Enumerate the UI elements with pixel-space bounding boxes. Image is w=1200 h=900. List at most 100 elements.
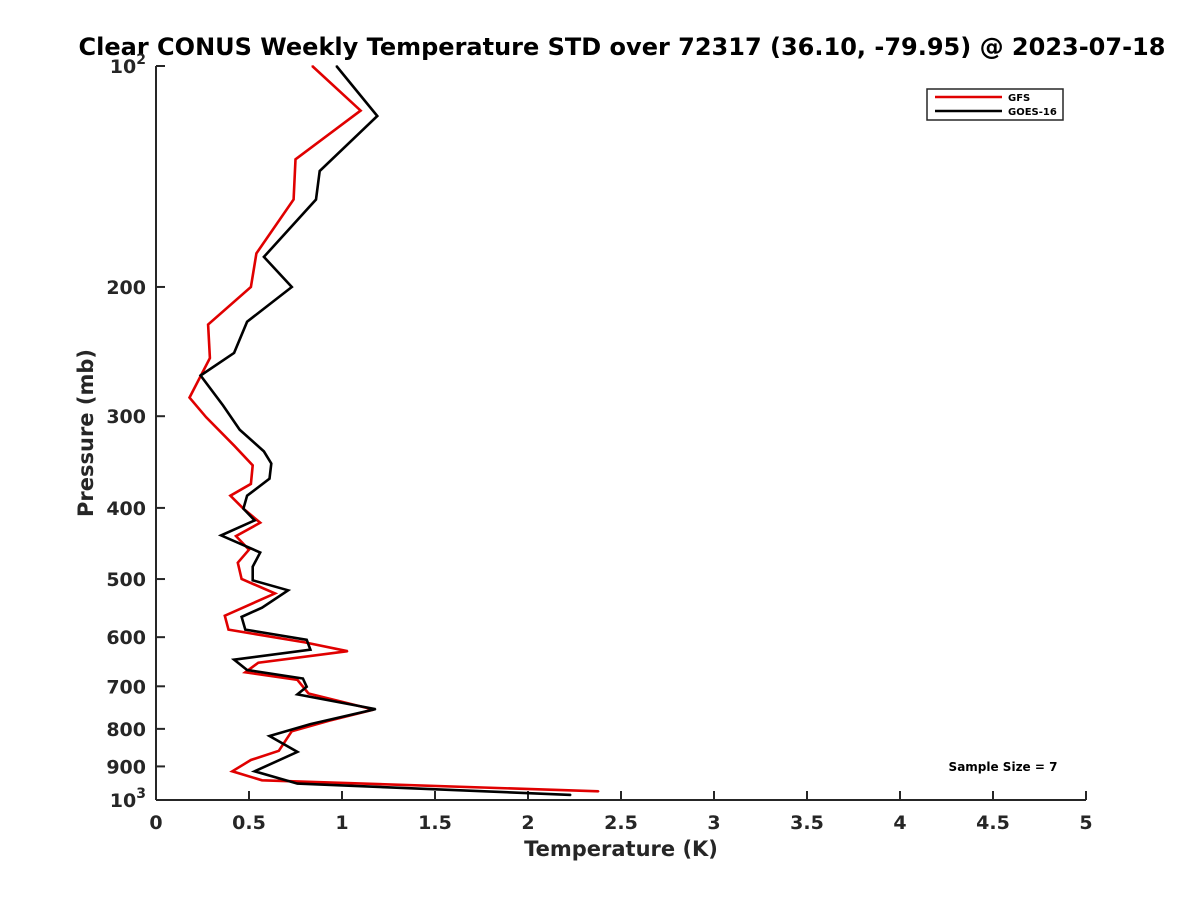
- data-point-goes-16: [268, 477, 271, 480]
- data-point-goes-16: [302, 677, 304, 680]
- data-point-goes-16: [296, 751, 299, 753]
- x-tick-label: 2.5: [604, 812, 638, 834]
- data-point-goes-16: [291, 286, 293, 288]
- data-point-goes-16: [287, 589, 289, 592]
- y-tick-label: 400: [106, 498, 146, 520]
- y-tick-label: 200: [106, 277, 146, 299]
- data-point-goes-16: [570, 794, 572, 796]
- x-tick-label: 3.5: [790, 812, 824, 834]
- data-point-goes-16: [238, 428, 241, 431]
- chart-title: Clear CONUS Weekly Temperature STD over …: [79, 33, 1166, 61]
- y-tick-label: 103: [110, 786, 146, 812]
- x-tick-label: 2: [521, 812, 534, 834]
- x-tick-label: 4.5: [976, 812, 1010, 834]
- data-point-goes-16: [315, 198, 317, 201]
- data-point-goes-16: [233, 352, 235, 354]
- y-tick-label: 800: [106, 719, 146, 741]
- data-point-goes-16: [296, 782, 299, 785]
- data-point-goes-16: [309, 648, 312, 651]
- data-point-goes-16: [296, 693, 299, 696]
- data-point-gfs: [250, 286, 252, 288]
- data-point-gfs: [188, 396, 191, 399]
- data-point-goes-16: [305, 639, 308, 641]
- y-tick-label: 500: [106, 569, 146, 591]
- data-point-gfs: [237, 561, 239, 564]
- x-tick-label: 0: [149, 812, 162, 834]
- sample-size-annotation: Sample Size = 7: [949, 760, 1058, 774]
- data-point-goes-16: [222, 404, 224, 407]
- data-point-gfs: [207, 323, 209, 326]
- series-layer: [187, 65, 600, 797]
- y-tick-label: 600: [106, 627, 146, 649]
- data-point-gfs: [307, 692, 310, 695]
- legend-label-gfs: GFS: [1008, 93, 1030, 104]
- data-point-gfs: [244, 671, 247, 674]
- data-point-gfs: [227, 628, 230, 631]
- data-point-gfs: [259, 521, 262, 524]
- y-tick-label: 300: [106, 406, 146, 428]
- data-point-goes-16: [309, 723, 312, 725]
- data-point-goes-16: [251, 579, 254, 582]
- x-axis-ticks: 0 0.5 1 1.5 2 2.5 3 3.5 4 4.5 5: [149, 791, 1093, 834]
- data-point-goes-16: [318, 170, 321, 172]
- legend: GFS GOES-16: [926, 88, 1064, 121]
- data-point-goes-16: [246, 320, 248, 323]
- data-point-gfs: [278, 750, 280, 752]
- series-line-gfs: [187, 65, 599, 793]
- data-point-gfs: [250, 759, 252, 761]
- x-tick-label: 1.5: [418, 812, 452, 834]
- legend-box: [926, 88, 1064, 121]
- y-axis-label: Pressure (mb): [74, 349, 98, 517]
- x-tick-label: 0.5: [232, 812, 266, 834]
- y-axis-ticks: 102 200 300 400 500 600 700 800 900 103: [106, 52, 165, 812]
- data-point-gfs: [304, 641, 306, 644]
- legend-label-goes: GOES-16: [1008, 107, 1057, 118]
- data-point-goes-16: [242, 507, 245, 510]
- data-point-gfs: [251, 464, 254, 467]
- y-tick-label: 102: [110, 52, 146, 78]
- data-point-goes-16: [199, 374, 202, 377]
- y-tick-label: 700: [106, 676, 146, 698]
- x-axis-label: Temperature (K): [524, 837, 718, 861]
- x-tick-label: 3: [707, 812, 720, 834]
- data-point-gfs: [597, 790, 600, 793]
- data-point-gfs: [209, 357, 211, 359]
- data-point-goes-16: [251, 565, 254, 568]
- data-point-gfs: [261, 779, 263, 782]
- data-point-gfs: [233, 444, 235, 447]
- data-point-gfs: [296, 679, 299, 681]
- data-point-gfs: [205, 416, 207, 419]
- data-point-gfs: [229, 494, 232, 497]
- data-point-goes-16: [376, 115, 379, 117]
- data-point-goes-16: [263, 450, 265, 453]
- data-point-gfs: [311, 65, 314, 67]
- data-point-goes-16: [305, 686, 308, 688]
- data-point-goes-16: [240, 616, 243, 618]
- data-point-goes-16: [374, 708, 377, 710]
- data-point-goes-16: [261, 606, 263, 609]
- y-tick-label: 900: [106, 756, 146, 778]
- data-point-gfs: [346, 650, 349, 652]
- series-line-goes-16: [198, 65, 571, 797]
- data-point-goes-16: [259, 551, 262, 554]
- data-point-goes-16: [253, 519, 256, 522]
- data-point-goes-16: [246, 494, 248, 497]
- data-point-goes-16: [263, 256, 265, 258]
- data-point-gfs: [235, 535, 237, 537]
- data-point-gfs: [292, 198, 295, 201]
- data-point-goes-16: [270, 462, 273, 465]
- data-point-goes-16: [335, 65, 338, 67]
- data-point-gfs: [250, 483, 252, 485]
- data-point-gfs: [248, 548, 250, 551]
- data-point-goes-16: [233, 658, 235, 661]
- data-point-gfs: [274, 592, 276, 595]
- data-point-gfs: [257, 661, 260, 664]
- data-point-gfs: [224, 614, 226, 617]
- data-point-gfs: [240, 578, 243, 580]
- data-point-goes-16: [244, 628, 247, 631]
- x-tick-label: 4: [893, 812, 906, 834]
- data-point-gfs: [255, 252, 258, 255]
- x-tick-label: 5: [1079, 812, 1092, 834]
- x-tick-label: 1: [335, 812, 348, 834]
